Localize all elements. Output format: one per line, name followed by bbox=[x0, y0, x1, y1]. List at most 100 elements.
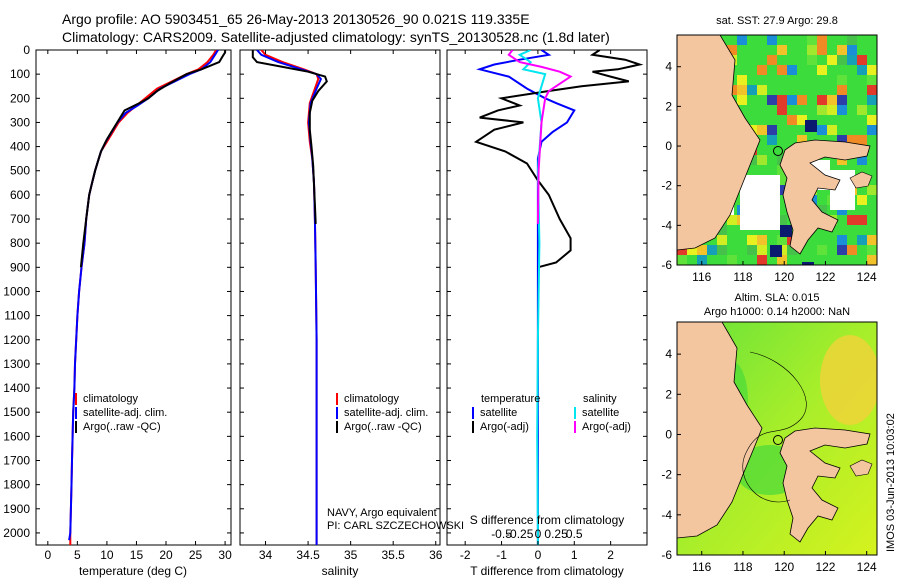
sst-cell bbox=[777, 95, 787, 105]
sla-map-title-1: Altim. SLA: 0.015 bbox=[735, 292, 820, 304]
sst-cell bbox=[837, 55, 847, 65]
s-difference-x-label: S difference from climatology bbox=[470, 513, 625, 527]
sst-cell bbox=[757, 85, 767, 95]
map-y-tick-label: 4 bbox=[665, 347, 672, 361]
sst-cell bbox=[757, 255, 767, 265]
sst-cell bbox=[847, 255, 857, 265]
temperature-x-label: temperature (deg C) bbox=[79, 564, 187, 578]
sst-cell bbox=[827, 125, 837, 135]
sst-cell bbox=[757, 125, 767, 135]
sst-cell bbox=[827, 95, 837, 105]
sst-cell bbox=[727, 255, 737, 265]
legend-satellite: satellite-adj. clim. bbox=[83, 407, 167, 419]
sst-map-frame bbox=[676, 34, 878, 266]
sst-cell bbox=[807, 45, 817, 55]
sla-map-axes: 116 118 120 122 124 4 2 0 -2 -4 -6 bbox=[661, 347, 877, 574]
sst-cell bbox=[847, 245, 857, 255]
x-tick-label: 10 bbox=[100, 548, 114, 562]
depth-tick-label: 500 bbox=[10, 164, 30, 178]
sst-cell bbox=[857, 65, 867, 75]
sst-cell bbox=[807, 35, 817, 45]
sst-cell bbox=[777, 215, 787, 225]
sst-cell bbox=[857, 155, 867, 165]
x-tick-label: 0 bbox=[44, 548, 51, 562]
depth-tick-label: 600 bbox=[10, 188, 30, 202]
title-line-2: Climatology: CARS2009. Satellite-adjuste… bbox=[62, 29, 610, 45]
sst-cell-dark bbox=[770, 245, 782, 257]
sst-cell bbox=[727, 45, 737, 55]
depth-tick-label: 1800 bbox=[3, 478, 30, 492]
legend-salinity-title: salinity bbox=[583, 393, 617, 405]
x-tick-label: 34 bbox=[259, 548, 273, 562]
s-tick-label: -0.25 bbox=[506, 527, 534, 541]
salinity-x-axis: 34 34.5 35 35.5 36 bbox=[259, 50, 443, 562]
sst-cell bbox=[677, 255, 687, 265]
sst-cell bbox=[817, 35, 827, 45]
sst-cell bbox=[847, 135, 857, 145]
temperature-x-axis: 0 5 10 15 20 25 30 bbox=[44, 50, 232, 562]
x-tick-label: 20 bbox=[159, 548, 173, 562]
sst-cell bbox=[797, 95, 807, 105]
sst-cell bbox=[847, 55, 857, 65]
map-x-tick-label: 116 bbox=[692, 270, 711, 284]
sst-cell bbox=[857, 135, 867, 145]
sst-cell bbox=[697, 245, 707, 255]
salinity-legend: climatology satellite-adj. clim. Argo(..… bbox=[327, 393, 464, 532]
difference-legend: temperature salinity satellite Argo(-adj… bbox=[472, 393, 631, 433]
depth-tick-label: 100 bbox=[10, 67, 30, 81]
sst-cell bbox=[817, 45, 827, 55]
x-tick-label: -2 bbox=[460, 548, 471, 562]
depth-tick-label: 400 bbox=[10, 140, 30, 154]
sst-argo-position-marker bbox=[773, 146, 783, 156]
legend-t-satellite: satellite bbox=[480, 407, 517, 419]
x-tick-label: 1 bbox=[571, 548, 578, 562]
series-line-climatology bbox=[69, 50, 218, 545]
map-y-tick-label: -4 bbox=[661, 218, 672, 232]
temperature-legend: climatology satellite-adj. clim. Argo(..… bbox=[75, 393, 167, 433]
series-line-argo-raw-qc- bbox=[79, 50, 227, 268]
sst-cell bbox=[817, 105, 827, 115]
sla-high-patch bbox=[820, 335, 877, 425]
series-line-salinity-argo-adj- bbox=[507, 50, 573, 224]
s-tick-label: 0.25 bbox=[544, 527, 568, 541]
map-x-tick-label: 122 bbox=[815, 270, 835, 284]
sst-cell bbox=[837, 95, 847, 105]
sst-cell bbox=[787, 115, 797, 125]
x-tick-label: 36 bbox=[429, 548, 443, 562]
map-y-tick-label: -4 bbox=[661, 508, 672, 522]
x-tick-label: 15 bbox=[130, 548, 144, 562]
map-y-tick-label: 0 bbox=[665, 139, 672, 153]
sla-map-frame bbox=[676, 321, 878, 556]
sst-cell bbox=[787, 95, 797, 105]
sst-cell bbox=[757, 245, 767, 255]
sst-cell bbox=[767, 55, 777, 65]
map-y-tick-label: -6 bbox=[661, 548, 672, 562]
series-line-temperature-argo-adj- bbox=[473, 50, 644, 269]
sst-cell bbox=[777, 45, 787, 55]
x-tick-label: 25 bbox=[189, 548, 203, 562]
sst-cell bbox=[757, 65, 767, 75]
sst-map-axes: 116 118 120 122 124 4 2 0 -2 -4 -6 bbox=[661, 60, 877, 284]
sst-cell bbox=[867, 125, 877, 135]
sst-cell bbox=[867, 95, 877, 105]
map-x-tick-label: 124 bbox=[857, 270, 877, 284]
t-difference-x-label: T difference from climatology bbox=[470, 564, 624, 578]
map-x-tick-label: 124 bbox=[857, 560, 877, 574]
sst-cell bbox=[837, 105, 847, 115]
temperature-curves bbox=[68, 50, 227, 545]
sst-cell bbox=[837, 235, 847, 245]
sst-cell bbox=[767, 95, 777, 105]
x-tick-label: 35 bbox=[344, 548, 358, 562]
salinity-x-label: salinity bbox=[322, 564, 359, 578]
sst-cell bbox=[867, 75, 877, 85]
map-y-tick-label: -6 bbox=[661, 258, 672, 272]
sst-cell bbox=[867, 65, 877, 75]
sst-cell bbox=[767, 135, 777, 145]
sst-cell bbox=[787, 85, 797, 95]
depth-tick-label: 1500 bbox=[3, 405, 30, 419]
map-x-tick-label: 118 bbox=[733, 270, 752, 284]
borneo-landmass bbox=[677, 322, 763, 539]
map-y-tick-label: 2 bbox=[665, 387, 672, 401]
map-y-tick-label: 0 bbox=[665, 427, 672, 441]
salinity-panel-frame bbox=[239, 49, 441, 546]
